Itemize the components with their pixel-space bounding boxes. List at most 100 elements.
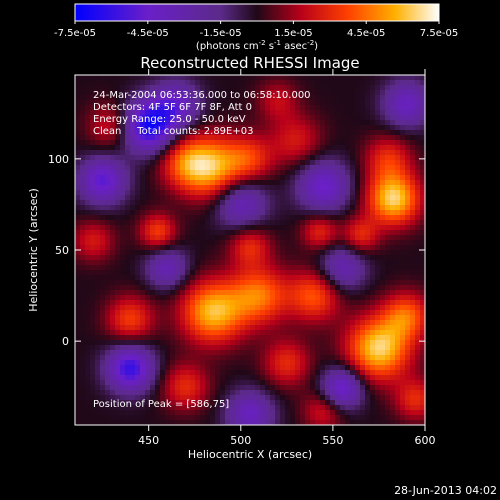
- heatmap-cell: [275, 380, 281, 386]
- heatmap-cell: [150, 160, 156, 166]
- heatmap-cell: [85, 305, 91, 311]
- heatmap-cell: [240, 85, 246, 91]
- heatmap-cell: [125, 285, 131, 291]
- heatmap-cell: [405, 170, 411, 176]
- heatmap-cell: [335, 320, 341, 326]
- heatmap-cell: [345, 370, 351, 376]
- heatmap-cell: [330, 300, 336, 306]
- heatmap-cell: [350, 120, 356, 126]
- heatmap-cell: [190, 265, 196, 271]
- heatmap-cell: [245, 350, 251, 356]
- heatmap-cell: [85, 240, 91, 246]
- heatmap-cell: [265, 375, 271, 381]
- heatmap-cell: [300, 250, 306, 256]
- heatmap-cell: [160, 300, 166, 306]
- heatmap-cell: [120, 360, 126, 366]
- heatmap-cell: [150, 350, 156, 356]
- heatmap-cell: [105, 395, 111, 401]
- heatmap-cell: [155, 290, 161, 296]
- heatmap-cell: [135, 395, 141, 401]
- heatmap-cell: [145, 275, 151, 281]
- heatmap-cell: [205, 95, 211, 101]
- heatmap-cell: [405, 85, 411, 91]
- heatmap-cell: [155, 420, 161, 425]
- heatmap-cell: [325, 90, 331, 96]
- heatmap-cell: [195, 105, 201, 111]
- heatmap-cell: [405, 280, 411, 286]
- heatmap-cell: [245, 215, 251, 221]
- heatmap-cell: [170, 95, 176, 101]
- heatmap-cell: [160, 225, 166, 231]
- heatmap-cell: [330, 380, 336, 386]
- heatmap-cell: [285, 145, 291, 151]
- heatmap-cell: [165, 335, 171, 341]
- heatmap-cell: [230, 170, 236, 176]
- heatmap-cell: [270, 145, 276, 151]
- heatmap-cell: [340, 290, 346, 296]
- heatmap-cell: [105, 410, 111, 416]
- heatmap-cell: [385, 390, 391, 396]
- heatmap-cell: [190, 280, 196, 286]
- heatmap-cell: [225, 335, 231, 341]
- heatmap-cell: [375, 165, 381, 171]
- heatmap-cell: [340, 365, 346, 371]
- heatmap-cell: [395, 265, 401, 271]
- heatmap-cell: [240, 80, 246, 86]
- heatmap-cell: [185, 385, 191, 391]
- heatmap-cell: [190, 175, 196, 181]
- heatmap-cell: [185, 205, 191, 211]
- heatmap-cell: [190, 360, 196, 366]
- heatmap-cell: [170, 160, 176, 166]
- heatmap-cell: [190, 220, 196, 226]
- heatmap-cell: [295, 335, 301, 341]
- heatmap-cell: [270, 85, 276, 91]
- heatmap-cell: [175, 230, 181, 236]
- heatmap-cell: [195, 190, 201, 196]
- heatmap-cell: [185, 390, 191, 396]
- heatmap-cell: [175, 275, 181, 281]
- heatmap-cell: [285, 80, 291, 86]
- heatmap-cell: [135, 420, 141, 425]
- heatmap-cell: [305, 195, 311, 201]
- heatmap-cell: [270, 395, 276, 401]
- heatmap-cell: [315, 100, 321, 106]
- heatmap-cell: [215, 355, 221, 361]
- heatmap-cell: [100, 240, 106, 246]
- heatmap-cell: [160, 295, 166, 301]
- heatmap-cell: [245, 140, 251, 146]
- heatmap-cell: [400, 345, 406, 351]
- heatmap-cell: [355, 420, 361, 425]
- heatmap-cell: [385, 195, 391, 201]
- heatmap-cell: [360, 270, 366, 276]
- heatmap-cell: [305, 125, 311, 131]
- heatmap-cell: [130, 190, 136, 196]
- heatmap-cell: [130, 95, 136, 101]
- heatmap-cell: [190, 145, 196, 151]
- heatmap-cell: [135, 405, 141, 411]
- heatmap-cell: [370, 205, 376, 211]
- heatmap-cell: [150, 400, 156, 406]
- heatmap-cell: [265, 350, 271, 356]
- heatmap-cell: [405, 100, 411, 106]
- heatmap-cell: [200, 85, 206, 91]
- heatmap-cell: [280, 235, 286, 241]
- heatmap-cell: [235, 330, 241, 336]
- heatmap-cell: [140, 325, 146, 331]
- heatmap-cell: [375, 85, 381, 91]
- heatmap-cell: [265, 95, 271, 101]
- heatmap-cell: [240, 160, 246, 166]
- heatmap-cell: [75, 240, 81, 246]
- heatmap-cell: [155, 125, 161, 131]
- heatmap-cell: [330, 280, 336, 286]
- heatmap-cell: [260, 340, 266, 346]
- heatmap-cell: [380, 200, 386, 206]
- heatmap-cell: [390, 290, 396, 296]
- heatmap-cell: [295, 325, 301, 331]
- heatmap-cell: [105, 235, 111, 241]
- heatmap-cell: [365, 400, 371, 406]
- heatmap-cell: [205, 200, 211, 206]
- heatmap-cell: [145, 420, 151, 425]
- heatmap-cell: [195, 405, 201, 411]
- heatmap-cell: [265, 295, 271, 301]
- heatmap-cell: [115, 115, 121, 121]
